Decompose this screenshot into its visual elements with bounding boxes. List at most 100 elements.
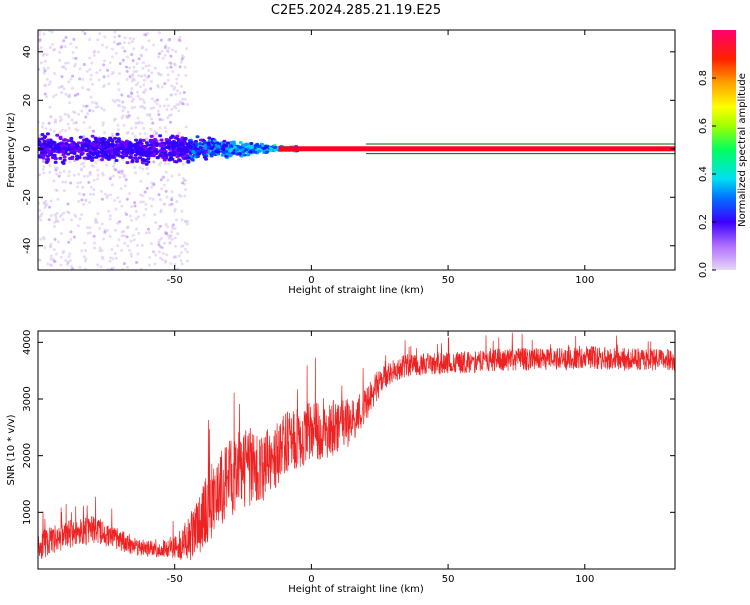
spectrogram-cell xyxy=(57,149,62,153)
spectrogram-cell xyxy=(181,244,185,248)
spectrogram-cell xyxy=(118,154,123,158)
spectrogram-cell xyxy=(148,196,152,200)
spectrogram-cell xyxy=(177,193,181,197)
spectrogram-cell xyxy=(120,204,124,208)
spectrogram-cell xyxy=(70,118,74,122)
spectrogram-cell xyxy=(130,99,134,103)
spectrogram-cell xyxy=(153,137,158,141)
spectrogram-cell xyxy=(166,225,170,229)
spectrogram-cell xyxy=(165,107,169,111)
spectrogram-cell xyxy=(93,241,97,245)
spectrogram-cell xyxy=(164,222,168,226)
spectrogram-cell xyxy=(39,218,43,222)
spectrogram-cell xyxy=(149,143,154,147)
spectrogram-cell xyxy=(122,262,126,266)
spectrogram-cell xyxy=(66,122,70,126)
spectrogram-cell xyxy=(157,55,161,59)
spectrogram-cell xyxy=(99,137,104,141)
spectrogram-cell xyxy=(67,240,71,244)
spectrogram-cell xyxy=(120,100,124,104)
spectrogram-cell xyxy=(166,146,171,150)
spectrogram-cell xyxy=(125,131,129,135)
spectrogram-cell xyxy=(54,118,58,122)
spectrogram-cell xyxy=(100,197,104,201)
spectrogram-cell xyxy=(93,246,97,250)
spectrogram-cell xyxy=(113,30,117,34)
spectrogram-cell xyxy=(143,132,147,136)
spectrogram-cell xyxy=(162,104,166,108)
spectrogram-cell xyxy=(73,93,77,97)
colorbar-tick-label: 0.4 xyxy=(698,166,709,182)
spectrogram-cell xyxy=(44,144,49,148)
spectrogram-cell xyxy=(121,109,125,113)
spectrogram-cell xyxy=(169,136,174,140)
spectrogram-cell xyxy=(150,185,154,189)
spectrogram-cell xyxy=(221,147,226,151)
spectrogram-cell xyxy=(159,138,164,142)
spectrogram-cell xyxy=(111,154,116,158)
spectrogram-cell xyxy=(96,263,100,267)
spectrogram-cell xyxy=(88,56,92,60)
spectrogram-cell xyxy=(90,163,94,167)
spectrogram-cell xyxy=(62,189,66,193)
spectrogram-cell xyxy=(76,141,81,145)
spectrogram-cell xyxy=(249,145,254,149)
spectrogram-cell xyxy=(125,235,129,239)
spectrogram-cell xyxy=(117,71,121,75)
spectrogram-cell xyxy=(103,131,107,135)
spectrogram-cell xyxy=(212,139,217,143)
spectrogram-cell xyxy=(139,179,143,183)
spectrogram-cell xyxy=(125,65,129,69)
spectrogram-cell xyxy=(109,256,113,260)
spectrogram-cell xyxy=(262,146,267,150)
spectrogram-cell xyxy=(162,241,166,245)
snr-ytick-label: 1000 xyxy=(22,500,33,525)
spectrogram-cell xyxy=(178,35,182,39)
spectrogram-cell xyxy=(88,231,92,235)
spectrogram-cell xyxy=(48,205,52,209)
spectrogram-cell xyxy=(64,129,68,133)
spectrogram-cell xyxy=(100,150,105,154)
spectrogram-cell xyxy=(140,161,145,165)
spectrogram-cell xyxy=(66,139,71,143)
spectrogram-cell xyxy=(39,46,43,50)
spectrogram-cell xyxy=(94,139,99,143)
spectrogram-cell xyxy=(129,218,133,222)
spectrogram-cell xyxy=(46,66,50,70)
spectrogram-cell xyxy=(182,91,186,95)
spectrogram-cell xyxy=(181,102,185,106)
spectrogram-cell xyxy=(176,232,180,236)
spectrogram-cell xyxy=(129,254,133,258)
spectrogram-cell xyxy=(215,148,220,152)
spectrogram-cell xyxy=(42,201,46,205)
spectrogram-cell xyxy=(48,170,52,174)
spectrogram-cell xyxy=(72,56,76,60)
spectrogram-cell xyxy=(169,234,173,238)
spectrogram-cell xyxy=(85,70,89,74)
spectrogram-cell xyxy=(175,200,179,204)
spectrogram-cell xyxy=(147,74,151,78)
spectrogram-cell xyxy=(83,31,87,35)
spectrogram-cell xyxy=(121,172,125,176)
spectrogram-cell xyxy=(144,162,149,166)
spectrogram-cell xyxy=(180,58,184,62)
spectrogram-cell xyxy=(64,259,68,263)
spectrogram-ytick-label: 0 xyxy=(22,146,33,152)
spectrogram-cell xyxy=(131,233,135,237)
spectrogram-cell xyxy=(58,50,62,54)
spectrogram-cell xyxy=(131,73,135,77)
spectrogram-cell xyxy=(158,143,163,147)
spectrogram-cell xyxy=(98,32,102,36)
spectrogram-line xyxy=(278,146,675,152)
spectrogram-cell xyxy=(152,43,156,47)
spectrogram-cell xyxy=(74,56,78,60)
spectrogram-cell xyxy=(135,157,140,161)
spectrogram-cell xyxy=(58,137,63,141)
spectrogram-cell xyxy=(106,74,110,78)
spectrogram-cell xyxy=(43,206,47,210)
spectrogram-cell xyxy=(71,74,75,78)
spectrogram-cell xyxy=(138,140,143,144)
spectrogram-cell xyxy=(134,227,138,231)
spectrogram-cell xyxy=(105,163,109,167)
